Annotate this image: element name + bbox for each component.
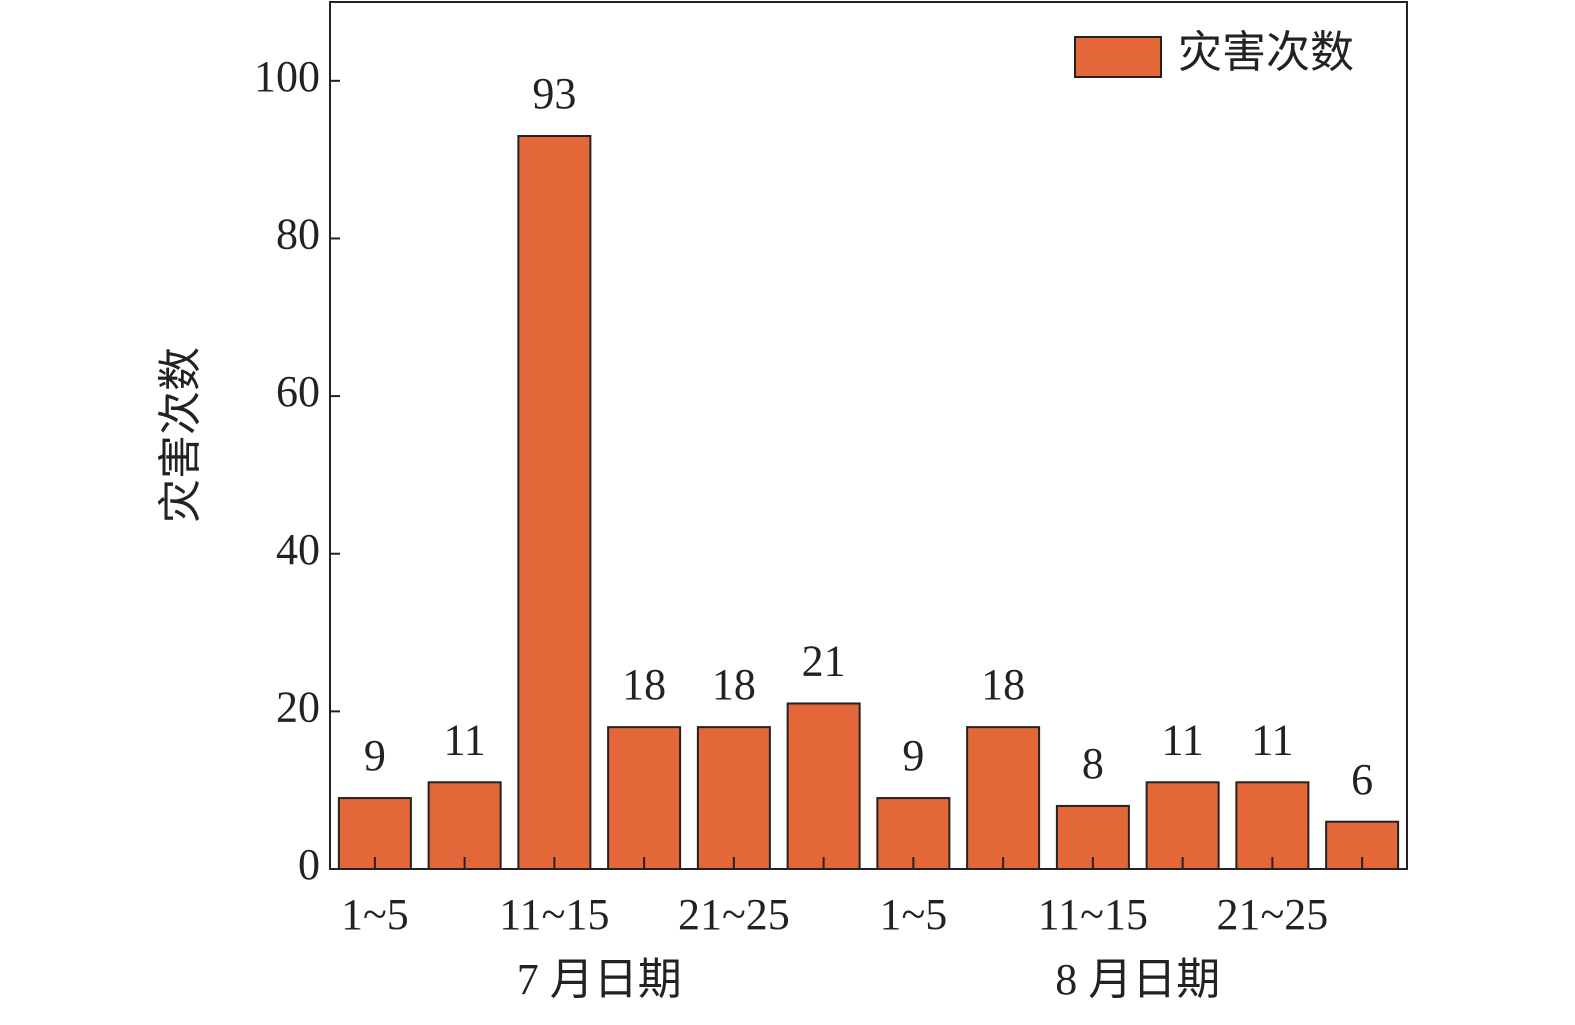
x-tick-label: 11~15 — [499, 890, 609, 939]
plot-frame — [329, 1, 1408, 870]
value-label: 8 — [1082, 739, 1104, 788]
y-tick-label: 0 — [298, 840, 320, 889]
bar — [966, 726, 1041, 870]
y-tick-label: 20 — [276, 682, 320, 731]
x-group-label: 8 月日期 — [1055, 955, 1220, 1004]
bar — [1235, 781, 1310, 870]
value-label: 11 — [1251, 715, 1293, 764]
bar — [696, 726, 771, 870]
bar — [517, 134, 592, 870]
legend-label: 灾害次数 — [1178, 28, 1354, 77]
x-tick-label: 21~25 — [1216, 890, 1328, 939]
value-label: 93 — [532, 69, 576, 118]
value-label: 21 — [802, 637, 846, 686]
x-group-label: 7 月日期 — [517, 955, 682, 1004]
bar — [427, 781, 502, 870]
value-label: 18 — [712, 660, 756, 709]
value-label: 9 — [902, 731, 924, 780]
value-label: 18 — [981, 660, 1025, 709]
legend-swatch — [1074, 36, 1162, 78]
x-tick-label: 1~5 — [341, 890, 409, 939]
value-label: 9 — [364, 731, 386, 780]
y-tick-label: 60 — [276, 367, 320, 416]
y-axis-title: 灾害次数 — [156, 347, 205, 523]
value-label: 18 — [622, 660, 666, 709]
x-tick-label: 11~15 — [1038, 890, 1148, 939]
value-label: 6 — [1351, 755, 1373, 804]
y-tick-label: 80 — [276, 210, 320, 259]
bar — [786, 702, 861, 870]
x-tick-label: 1~5 — [879, 890, 947, 939]
x-tick-label: 21~25 — [678, 890, 790, 939]
value-label: 11 — [443, 715, 485, 764]
bar — [1145, 781, 1220, 870]
y-tick-label: 100 — [254, 52, 320, 101]
y-tick-label: 40 — [276, 525, 320, 574]
value-label: 11 — [1161, 715, 1203, 764]
bar — [607, 726, 682, 870]
